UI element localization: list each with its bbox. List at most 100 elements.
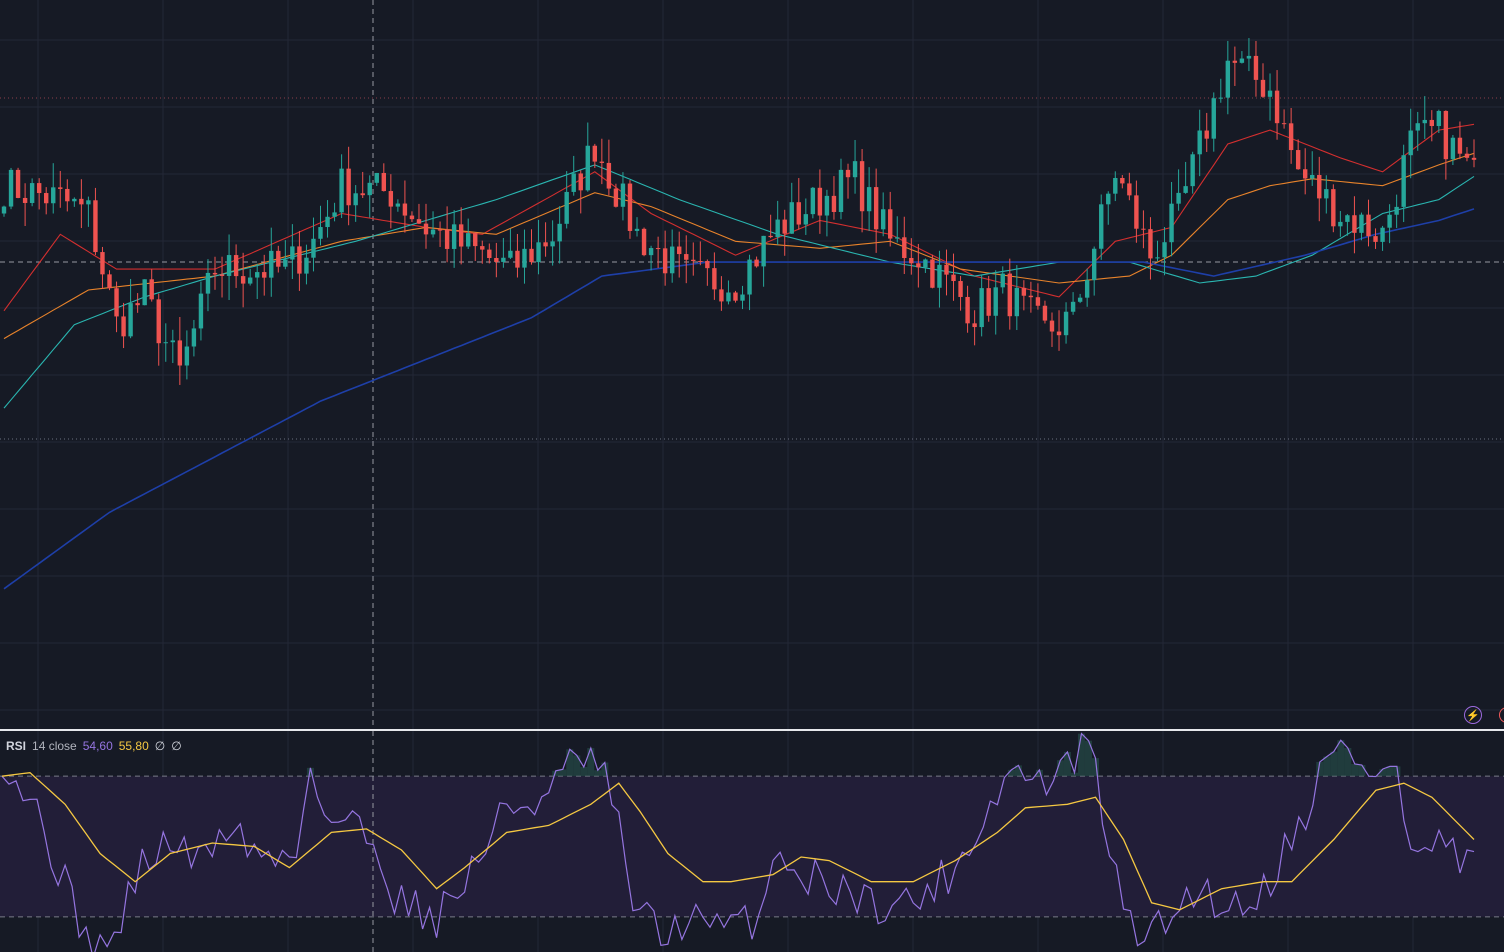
candle [852, 139, 858, 194]
candle [226, 234, 232, 301]
candle [768, 214, 773, 239]
candle [648, 245, 654, 271]
candle [29, 178, 35, 207]
candle [1352, 196, 1357, 254]
candle [494, 242, 499, 278]
candle [149, 269, 154, 302]
rsi-overbought-fill [1337, 740, 1345, 777]
candle [789, 182, 794, 234]
rsi-overbought-fill [601, 762, 609, 777]
candle [1155, 240, 1160, 262]
candle [1331, 184, 1336, 233]
candle [1007, 258, 1012, 330]
candle [36, 178, 42, 210]
ma_mid-line [3, 152, 1475, 340]
rsi-chart[interactable] [0, 731, 1504, 952]
candle [290, 224, 295, 280]
candle [395, 199, 401, 212]
ma_fast-line [3, 123, 1475, 312]
candle [761, 235, 766, 287]
rsi-overbought-fill [1077, 733, 1085, 777]
candle [100, 246, 105, 290]
candle [1162, 227, 1167, 276]
candle [986, 275, 991, 322]
candle [1021, 280, 1027, 311]
candle [993, 270, 998, 335]
rsi-ma-line [1, 772, 1475, 911]
candle [1457, 121, 1463, 160]
candle [473, 232, 478, 262]
candle [1387, 204, 1392, 244]
candle [142, 279, 147, 306]
candle [1197, 109, 1202, 177]
candle [423, 203, 429, 249]
candle [79, 179, 84, 229]
candle [522, 229, 527, 284]
candle [86, 196, 91, 227]
candle [1035, 283, 1041, 310]
candle [170, 329, 176, 364]
candle [684, 235, 689, 284]
rsi-overbought-fill [1358, 765, 1366, 777]
candle [944, 249, 949, 296]
candle [937, 250, 942, 308]
candle [1190, 151, 1195, 194]
candle [163, 323, 168, 362]
rsi-legend[interactable]: RSI 14 close 54,60 55,80 ∅ ∅ [6, 739, 182, 753]
pane-divider[interactable] [0, 729, 1504, 731]
candle [487, 243, 492, 264]
candle [1056, 310, 1062, 351]
candle [121, 302, 126, 349]
rsi-overbought-fill [1070, 772, 1078, 777]
candle [1429, 110, 1434, 142]
candle [247, 268, 253, 286]
candle [437, 221, 443, 247]
candle [951, 253, 956, 301]
candle [1225, 40, 1231, 115]
rsi-overbought-fill [1063, 751, 1071, 777]
candle [571, 155, 576, 196]
candle [8, 167, 14, 210]
rsi-legend-name: RSI [6, 739, 27, 753]
candle [972, 310, 977, 346]
lightning-alert-icon[interactable]: ⚡ [1464, 706, 1482, 724]
candle [1324, 175, 1329, 214]
candle [592, 143, 598, 168]
candle [1415, 111, 1420, 151]
rsi-overbought-fill [594, 770, 602, 777]
candle [114, 281, 119, 333]
candle [367, 175, 372, 218]
candle [318, 205, 323, 246]
candle [824, 189, 830, 237]
candle [698, 241, 703, 266]
candle [240, 252, 246, 308]
candle [480, 240, 485, 264]
candle [543, 222, 548, 257]
candle [283, 240, 288, 270]
candle [895, 216, 900, 243]
candle [1345, 214, 1350, 236]
candle [212, 256, 218, 290]
candle [1232, 46, 1238, 86]
rsi-legend-params: 14 close [32, 739, 77, 753]
candle [1239, 51, 1245, 64]
candle [740, 285, 745, 310]
candle [508, 228, 513, 260]
candle [1028, 281, 1034, 313]
rsi-overbought-fill [1014, 765, 1022, 777]
candle [219, 256, 225, 298]
rsi-legend-placeholder-1: ∅ [154, 739, 166, 753]
candle [1134, 180, 1139, 243]
candle [262, 254, 267, 296]
candle [1120, 175, 1125, 189]
candle [859, 149, 865, 233]
candle [1394, 194, 1399, 228]
rsi-overbought-fill [587, 748, 595, 777]
candle [402, 180, 408, 233]
candle [430, 211, 436, 238]
candle [1471, 139, 1477, 168]
candle [346, 146, 351, 226]
price-chart[interactable] [0, 0, 1504, 729]
rsi-overbought-fill [1035, 769, 1043, 777]
candle [339, 154, 344, 219]
